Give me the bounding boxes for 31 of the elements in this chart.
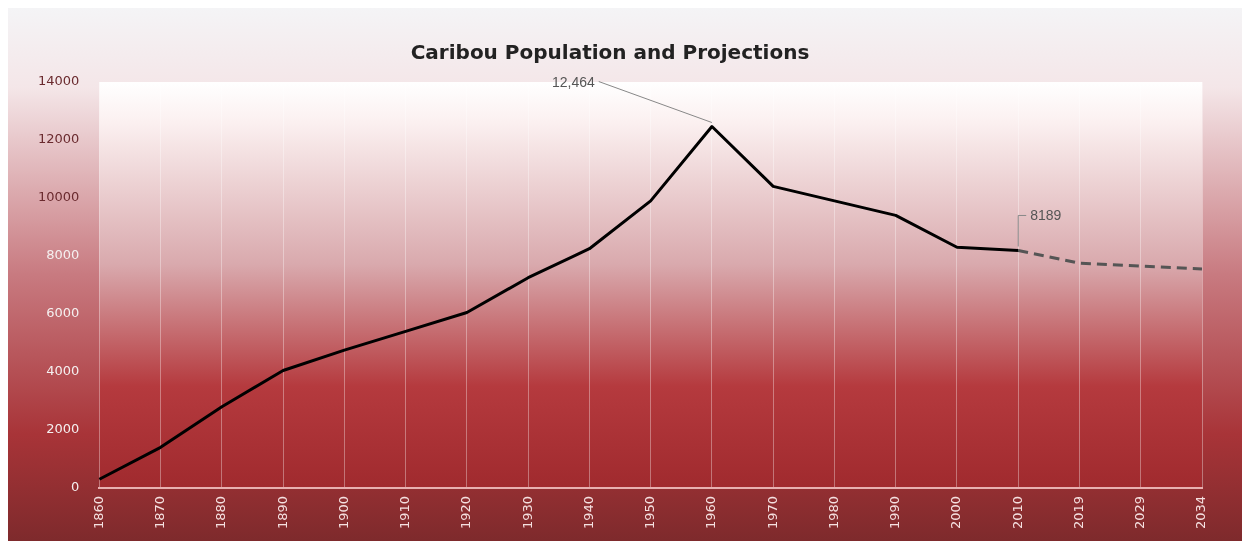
y-tick-label: 6000: [46, 305, 80, 321]
y-tick-label: 8000: [46, 247, 80, 263]
annotation: 12,464: [551, 73, 595, 90]
y-tick-label: 12000: [38, 131, 80, 147]
x-tick-label: 1870: [151, 495, 167, 530]
x-tick-label: 2019: [1070, 495, 1086, 530]
x-tick-label: 1880: [213, 495, 229, 530]
x-tick-label: 1860: [90, 495, 106, 530]
x-tick-label: 1960: [703, 495, 719, 530]
x-tick-label: 1920: [458, 495, 474, 530]
x-tick-label: 1930: [519, 495, 535, 530]
y-tick-label: 10000: [38, 189, 80, 205]
line-series: [1016, 248, 1204, 271]
x-tick-label: 1980: [825, 495, 841, 530]
x-tick-label: 2034: [1193, 495, 1209, 530]
y-tick-label: 14000: [38, 73, 80, 89]
y-tick-label: 2000: [46, 421, 80, 437]
x-tick-label: 1910: [397, 495, 413, 530]
x-tick-label: 1970: [764, 495, 780, 530]
y-tick-label: 4000: [46, 363, 80, 379]
y-tick-label: 0: [71, 479, 80, 495]
x-tick-label: 1900: [335, 495, 351, 530]
x-tick-label: 2000: [948, 495, 964, 530]
annotation: 8189: [1030, 207, 1062, 224]
x-tick-label: 1950: [642, 495, 658, 530]
x-tick-label: 1940: [580, 495, 596, 530]
x-tick-label: 1990: [887, 495, 903, 530]
x-tick-label: 2029: [1132, 495, 1148, 530]
x-tick-label: 1890: [274, 495, 290, 530]
chart-title: Caribou Population and Projections: [410, 40, 810, 65]
x-tick-label: 2010: [1009, 495, 1025, 530]
